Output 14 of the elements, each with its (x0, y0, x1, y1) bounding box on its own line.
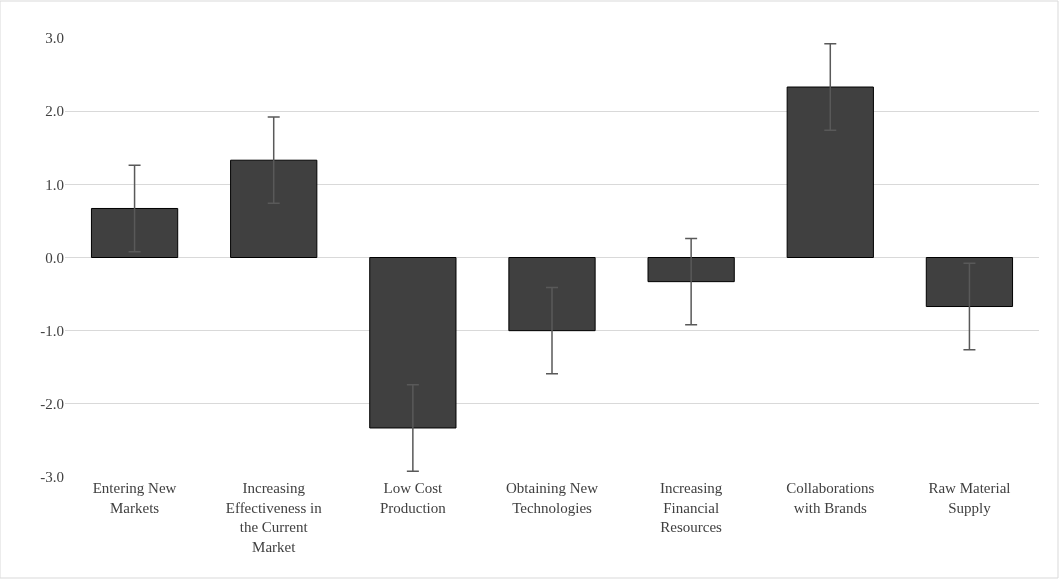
y-tick-label: -2.0 (40, 396, 64, 413)
y-tick-label: -3.0 (40, 469, 64, 486)
y-tick-label: 0.0 (45, 249, 64, 266)
x-tick-label: Increasing Financial Resources (659, 480, 723, 535)
y-tick-label: 3.0 (45, 30, 64, 47)
y-tick-label: 2.0 (45, 103, 64, 120)
x-tick-label: Raw Material Supply (928, 480, 1011, 516)
x-tick-label: Entering New Markets (92, 480, 177, 516)
y-tick-label: -1.0 (40, 322, 64, 339)
x-tick-label: Collaborations with Brands (786, 480, 875, 516)
x-tick-label: Low Cost Production (379, 480, 447, 516)
x-tick-label: Obtaining New Technologies (505, 480, 599, 516)
y-tick-label: 1.0 (45, 176, 64, 193)
x-tick-label: Increasing Effectiveness in the Current Market (225, 480, 323, 555)
